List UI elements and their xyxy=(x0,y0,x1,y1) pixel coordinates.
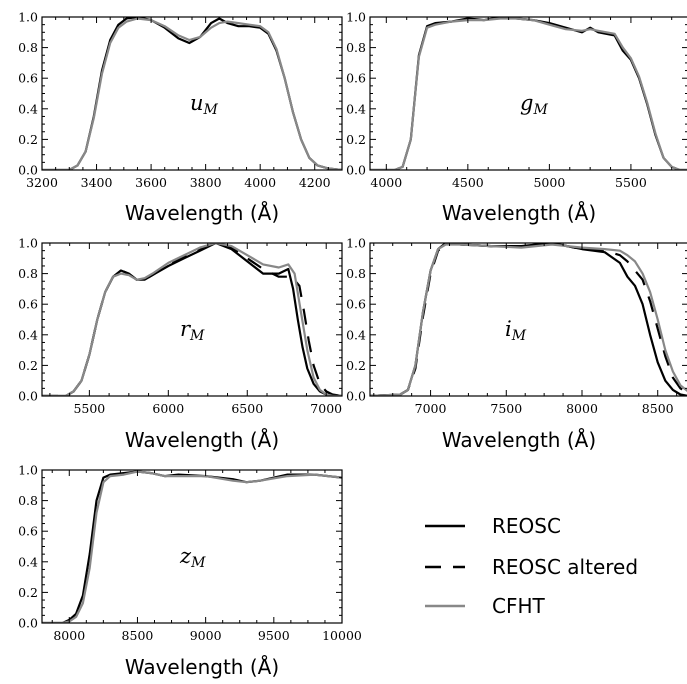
x-axis-label: Wavelength (Å) xyxy=(125,655,279,679)
x-tick-label: 8000 xyxy=(53,628,85,643)
panel-g: 0.0 0.2 0.4 0.6 0.8 1.0 4000 4500 5000 5500 Wavele… xyxy=(346,10,687,225)
x-tick-label: 3800 xyxy=(190,175,222,190)
x-tick-label: 8000 xyxy=(566,401,598,416)
x-tick-label: 9500 xyxy=(258,628,290,643)
series-cfht xyxy=(42,470,342,623)
x-tick-label: 8500 xyxy=(122,628,154,643)
panel-r: 0.0 0.2 0.4 0.6 0.8 1.0 5500 6000 6500 7000 Wavele… xyxy=(18,236,343,452)
x-tick-label: 7000 xyxy=(310,401,342,416)
series-cfht xyxy=(42,17,342,170)
x-axis-label: Wavelength (Å) xyxy=(442,201,596,225)
x-tick-label: 7500 xyxy=(490,401,522,416)
y-tick-label: 1.0 xyxy=(346,236,366,251)
x-tick-label: 3200 xyxy=(26,175,58,190)
x-tick-label: 6000 xyxy=(152,401,184,416)
panel-u: 0.0 0.2 0.4 0.6 0.8 1.0 3200 3400 3600 3800 4000 42… xyxy=(18,10,343,225)
y-tick-label: 0.6 xyxy=(346,297,366,312)
y-tick-label: 1.0 xyxy=(18,10,38,25)
legend-label-cfht: CFHT xyxy=(492,594,546,618)
y-tick-label: 0.2 xyxy=(18,358,38,373)
y-tick-label: 0.8 xyxy=(346,266,366,281)
legend-label-reosc-altered: REOSC altered xyxy=(492,555,638,579)
panel-z: 0.0 0.2 0.4 0.6 0.8 1.0 8000 8500 9000 9500 10000 W… xyxy=(18,463,362,680)
y-tick-label: 0.4 xyxy=(346,327,366,342)
y-tick-label: 0.2 xyxy=(18,585,38,600)
y-tick-label: 0.6 xyxy=(346,71,366,86)
legend: REOSC REOSC altered CFHT xyxy=(425,514,638,618)
band-label-g: gM xyxy=(520,91,548,118)
x-tick-label: 4000 xyxy=(370,175,402,190)
series-reosc-altered xyxy=(370,243,687,396)
series-reosc-altered xyxy=(42,243,342,396)
y-tick-label: 0.4 xyxy=(18,101,38,116)
panel-i: 0.0 0.2 0.4 0.6 0.8 1.0 7000 7500 8000 8500 Wavele… xyxy=(346,236,687,452)
series-cfht xyxy=(370,17,687,170)
y-tick-label: 0.6 xyxy=(18,71,38,86)
y-tick-label: 0.0 xyxy=(18,389,38,404)
y-tick-label: 0.4 xyxy=(346,101,366,116)
y-tick-label: 1.0 xyxy=(346,10,366,25)
x-tick-label: 10000 xyxy=(322,628,362,643)
series-cfht xyxy=(42,243,342,396)
axes-frame xyxy=(369,242,687,397)
x-tick-label: 5500 xyxy=(73,401,105,416)
y-tick-label: 0.8 xyxy=(18,266,38,281)
series-reosc xyxy=(370,243,687,396)
x-tick-label: 4500 xyxy=(452,175,484,190)
y-tick-label: 1.0 xyxy=(18,236,38,251)
y-tick-label: 0.4 xyxy=(18,327,38,342)
y-tick-label: 0.4 xyxy=(18,554,38,569)
x-axis-label: Wavelength (Å) xyxy=(125,201,279,225)
y-tick-label: 0.0 xyxy=(18,616,38,631)
band-label-u: uM xyxy=(190,91,219,118)
panels: 0.0 0.2 0.4 0.6 0.8 1.0 3200 3400 3600 3800 4000 42… xyxy=(18,10,687,680)
x-tick-label: 4200 xyxy=(299,175,331,190)
series-reosc xyxy=(42,243,342,396)
x-tick-label: 8500 xyxy=(642,401,674,416)
y-tick-label: 0.6 xyxy=(18,524,38,539)
x-tick-label: 5000 xyxy=(533,175,565,190)
series-cfht xyxy=(370,243,687,396)
y-tick-label: 0.0 xyxy=(346,163,366,178)
y-tick-label: 0.2 xyxy=(346,358,366,373)
x-tick-label: 4000 xyxy=(244,175,276,190)
axes-frame xyxy=(41,469,343,624)
x-tick-label: 6500 xyxy=(231,401,263,416)
x-tick-label: 7000 xyxy=(415,401,447,416)
x-tick-label: 3400 xyxy=(81,175,113,190)
y-tick-label: 1.0 xyxy=(18,463,38,478)
band-label-r: rM xyxy=(180,317,205,344)
x-axis-label: Wavelength (Å) xyxy=(442,428,596,452)
x-axis-label: Wavelength (Å) xyxy=(125,428,279,452)
band-label-z: zM xyxy=(179,544,206,571)
x-tick-label: 3600 xyxy=(135,175,167,190)
y-tick-label: 0.2 xyxy=(18,132,38,147)
legend-label-reosc: REOSC xyxy=(492,514,561,538)
y-tick-label: 0.8 xyxy=(18,493,38,508)
y-tick-label: 0.8 xyxy=(18,40,38,55)
y-tick-label: 0.2 xyxy=(346,132,366,147)
band-label-i: iM xyxy=(505,317,527,344)
y-tick-label: 0.0 xyxy=(18,163,38,178)
x-tick-label: 5500 xyxy=(615,175,647,190)
y-tick-label: 0.0 xyxy=(346,389,366,404)
y-tick-label: 0.8 xyxy=(346,40,366,55)
series-reosc xyxy=(42,470,342,623)
y-tick-label: 0.6 xyxy=(18,297,38,312)
x-tick-label: 9000 xyxy=(190,628,222,643)
